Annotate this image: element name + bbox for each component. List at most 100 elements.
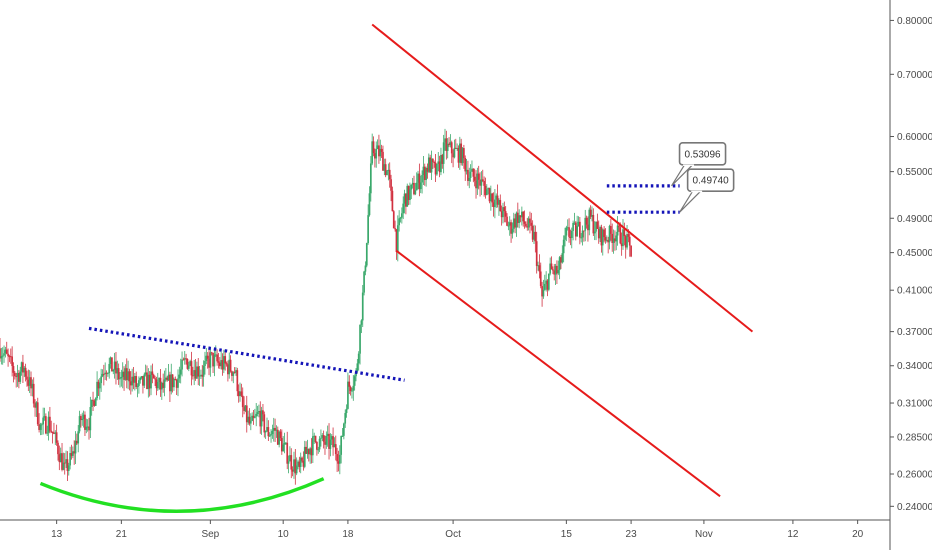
candle-body: [318, 438, 321, 450]
candle-body: [387, 169, 390, 172]
candle-body: [485, 189, 488, 196]
y-tick-label: 0.60000: [897, 132, 932, 143]
candle-body: [368, 193, 371, 216]
candle-body: [445, 138, 448, 151]
candle-body: [351, 390, 353, 392]
candle-body: [541, 286, 543, 297]
candle-body: [187, 365, 190, 369]
candle-body: [364, 265, 367, 272]
drawings-layer: [39, 23, 754, 514]
candle-body: [260, 410, 263, 427]
y-tick-label: 0.41000: [897, 286, 932, 297]
candle-body: [120, 376, 123, 379]
candle-body: [558, 257, 561, 271]
candle-body: [417, 173, 419, 183]
candle-body: [514, 218, 516, 228]
candle-body: [39, 424, 42, 430]
candle-body: [446, 143, 449, 151]
candle-body: [294, 459, 297, 474]
candle-body: [557, 270, 560, 274]
candle-body: [138, 380, 140, 386]
candle-body: [102, 373, 105, 375]
candle-body: [185, 358, 187, 360]
candle-body: [503, 207, 506, 212]
candle-body: [97, 381, 100, 389]
candle-body: [568, 227, 570, 237]
candle-body: [182, 359, 185, 361]
candle-body: [252, 415, 255, 418]
price-callout[interactable]: 0.49740: [679, 168, 735, 213]
callout-box: [678, 142, 727, 166]
candle-body: [369, 163, 372, 194]
candle-body: [71, 451, 74, 456]
candle-body: [392, 211, 395, 229]
candle-body: [527, 218, 530, 228]
candle-body: [212, 352, 214, 367]
candle-body: [546, 280, 549, 290]
candle-body: [81, 418, 84, 421]
candle-body: [80, 416, 82, 421]
candle-body: [427, 157, 430, 172]
candle-body: [618, 225, 620, 228]
candle-body: [12, 366, 15, 373]
candle-body: [287, 461, 290, 464]
candle-body: [545, 280, 547, 284]
candle-body: [399, 217, 402, 219]
candle-body: [218, 362, 221, 367]
candle-body: [9, 356, 12, 358]
dotted-trendline[interactable]: [88, 326, 405, 382]
y-tick-label: 0.26000: [897, 470, 932, 481]
candle-body: [490, 193, 492, 202]
candle-body: [170, 374, 173, 392]
candle-body: [390, 179, 392, 191]
candle-body: [66, 459, 69, 471]
candle-body: [150, 371, 152, 389]
candle-body: [109, 357, 112, 364]
candle-body: [286, 442, 289, 464]
candle-body: [543, 283, 546, 290]
candle-body: [204, 360, 206, 366]
candle-body: [463, 148, 465, 159]
candle-body: [28, 377, 31, 386]
candle-body: [13, 372, 16, 377]
candle-body: [419, 182, 422, 190]
channel-upper-line[interactable]: [371, 23, 754, 333]
candle-body: [134, 376, 136, 383]
candle-body: [623, 229, 626, 237]
candle-body: [321, 435, 324, 438]
candle-body: [274, 427, 276, 431]
candle-body: [542, 289, 545, 297]
candle-body: [23, 367, 26, 373]
candle-body: [610, 225, 612, 234]
candle-body: [526, 226, 529, 228]
candle-body: [19, 371, 22, 382]
candle-body: [341, 435, 344, 437]
candle-body: [371, 141, 374, 164]
candle-body: [434, 162, 437, 175]
candle-body: [552, 269, 554, 271]
candle-body: [210, 352, 213, 354]
callout-label: 0.49740: [693, 176, 730, 187]
candle-body: [305, 446, 307, 454]
candle-body: [27, 379, 30, 386]
candle-body: [396, 225, 399, 252]
candle-body: [82, 414, 85, 419]
candle-body: [395, 229, 398, 252]
candle-body: [162, 382, 165, 388]
candle-body: [70, 453, 73, 456]
candle-body: [601, 229, 604, 246]
candle-body: [534, 231, 537, 242]
channel-lower-line[interactable]: [395, 250, 721, 498]
rounded-bottom-arc[interactable]: [39, 477, 325, 514]
candle-body: [523, 221, 526, 224]
candle-body: [583, 230, 585, 232]
candle-body: [254, 416, 256, 418]
candle-body: [51, 431, 54, 434]
candle-body: [442, 142, 445, 164]
candle-body: [42, 417, 44, 425]
candle-body: [121, 371, 124, 377]
candle-body: [228, 359, 231, 375]
candle-body: [512, 218, 515, 229]
